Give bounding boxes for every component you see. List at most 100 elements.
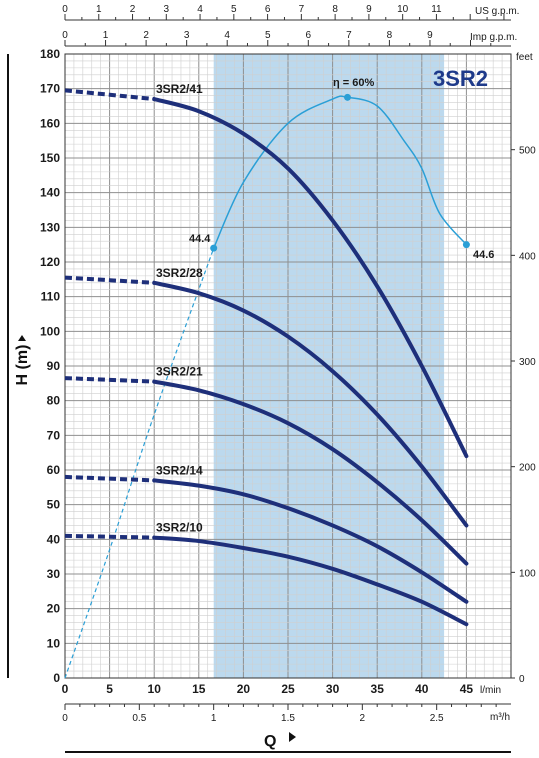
y-tick-label: 150: [40, 151, 60, 165]
y-tick-label: 130: [40, 220, 60, 234]
efficiency-curve-solid: [213, 95, 467, 249]
m3h-tick-label: 1.5: [281, 713, 295, 724]
y-tick-label: 170: [40, 82, 60, 96]
bottom-axis-unit-m3h: m³/h: [490, 712, 510, 723]
x-tick-label: 20: [237, 682, 251, 696]
y-tick-label: 160: [40, 116, 60, 130]
top-tick-label: 4: [197, 4, 203, 15]
right-tick-label: 500: [519, 146, 536, 157]
y-tick-label: 90: [47, 359, 61, 373]
head-curve-solid: [152, 280, 469, 528]
x-axis-unit: l/min: [480, 685, 501, 696]
head-curve-solid: [152, 535, 469, 627]
top-tick-label: 2: [143, 30, 149, 41]
efficiency-marker: [462, 241, 470, 249]
series-label: 3SR2/21: [156, 365, 203, 379]
top-tick-label: 3: [164, 4, 170, 15]
head-curve-solid: [152, 97, 469, 459]
efficiency-curve: [64, 93, 470, 679]
x-tick-label: 35: [371, 682, 385, 696]
head-curve-dashed: [64, 275, 155, 285]
label-group: 3SR2/41 3SR2/28 3SR2/21 3SR2/14 3SR2/10: [156, 82, 203, 535]
y-tick-label: 120: [40, 255, 60, 269]
head-curve-dashed: [64, 88, 155, 102]
x-tick-label: 45: [460, 682, 474, 696]
axes: 0102030405060708090100110120130140150160…: [7, 4, 536, 753]
y-axis-title: H (m): [14, 345, 31, 386]
efficiency-label: η = 60%: [333, 77, 374, 89]
top-tick-label: 10: [397, 4, 409, 15]
right-tick-label: 200: [519, 463, 536, 474]
top-tick-label: 9: [366, 4, 372, 15]
top-tick-label: 2: [130, 4, 136, 15]
grid: [64, 53, 512, 679]
top-tick-label: 5: [231, 4, 237, 15]
right-tick-label: 0: [519, 674, 525, 685]
y-tick-label: 100: [40, 324, 60, 338]
top-tick-label: 9: [427, 30, 433, 41]
x-axis-arrow: [289, 732, 296, 742]
series-group: [64, 88, 469, 627]
x-tick-label: 25: [281, 682, 295, 696]
x-tick-label: 40: [415, 682, 429, 696]
x-tick-label: 30: [326, 682, 340, 696]
top-tick-label: 11: [431, 4, 442, 15]
top-tick-label: 4: [224, 30, 230, 41]
y-tick-label: 140: [40, 186, 60, 200]
y-tick-label: 70: [47, 428, 61, 442]
top-tick-label: 8: [332, 4, 338, 15]
top-tick-label: 7: [346, 30, 352, 41]
y-tick-label: 180: [40, 47, 60, 61]
y-tick-label: 0: [53, 671, 60, 685]
head-curve-dashed: [64, 376, 155, 384]
head-curve-dashed: [64, 474, 155, 483]
top-tick-label: 7: [299, 4, 305, 15]
top-tick-label: 8: [387, 30, 393, 41]
y-tick-label: 80: [47, 394, 61, 408]
x-tick-label: 0: [62, 682, 69, 696]
m3h-tick-label: 2.5: [430, 713, 444, 724]
right-tick-label: 300: [519, 357, 536, 368]
right-tick-label: 100: [519, 568, 536, 579]
right-axis-unit: feet: [516, 52, 533, 63]
x-axis-title: Q: [264, 733, 276, 750]
y-tick-label: 10: [47, 636, 61, 650]
top-tick-label: 1: [96, 4, 102, 15]
model-label: 3SR2: [433, 66, 488, 91]
y-tick-label: 50: [47, 498, 61, 512]
series-label: 3SR2/41: [156, 82, 203, 96]
top-tick-label: 3: [184, 30, 190, 41]
right-tick-label: 400: [519, 251, 536, 262]
efficiency-start-label: 44.4: [189, 233, 211, 245]
head-curve-dashed: [64, 533, 155, 540]
top-tick-label: 1: [103, 30, 109, 41]
x-tick-label: 10: [148, 682, 162, 696]
m3h-tick-label: 0.5: [132, 713, 146, 724]
y-tick-label: 20: [47, 602, 61, 616]
efficiency-marker: [210, 244, 218, 252]
head-curve-solid: [152, 478, 469, 604]
m3h-tick-label: 1: [211, 713, 217, 724]
series-label: 3SR2/14: [156, 463, 203, 477]
plot-frame: [64, 53, 512, 679]
top-tick-label: 6: [306, 30, 312, 41]
top-tick-label: 5: [265, 30, 271, 41]
y-tick-label: 30: [47, 567, 61, 581]
top-axis-unit-imp: Imp g.p.m.: [470, 32, 517, 43]
top-tick-label: 6: [265, 4, 271, 15]
top-tick-label: 0: [62, 4, 68, 15]
y-tick-label: 110: [41, 290, 61, 304]
series-label: 3SR2/10: [156, 521, 203, 535]
top-axis-unit-us: US g.p.m.: [475, 6, 519, 17]
top-tick-label: 0: [62, 30, 68, 41]
x-tick-label: 5: [106, 682, 113, 696]
head-curve-solid: [152, 379, 469, 566]
y-tick-label: 60: [47, 463, 61, 477]
y-tick-label: 40: [47, 532, 61, 546]
m3h-tick-label: 2: [360, 713, 366, 724]
efficiency-marker: [343, 93, 351, 101]
efficiency-end-label: 44.6: [473, 249, 494, 261]
efficiency-curve-dashed: [64, 247, 215, 679]
x-tick-label: 15: [192, 682, 206, 696]
